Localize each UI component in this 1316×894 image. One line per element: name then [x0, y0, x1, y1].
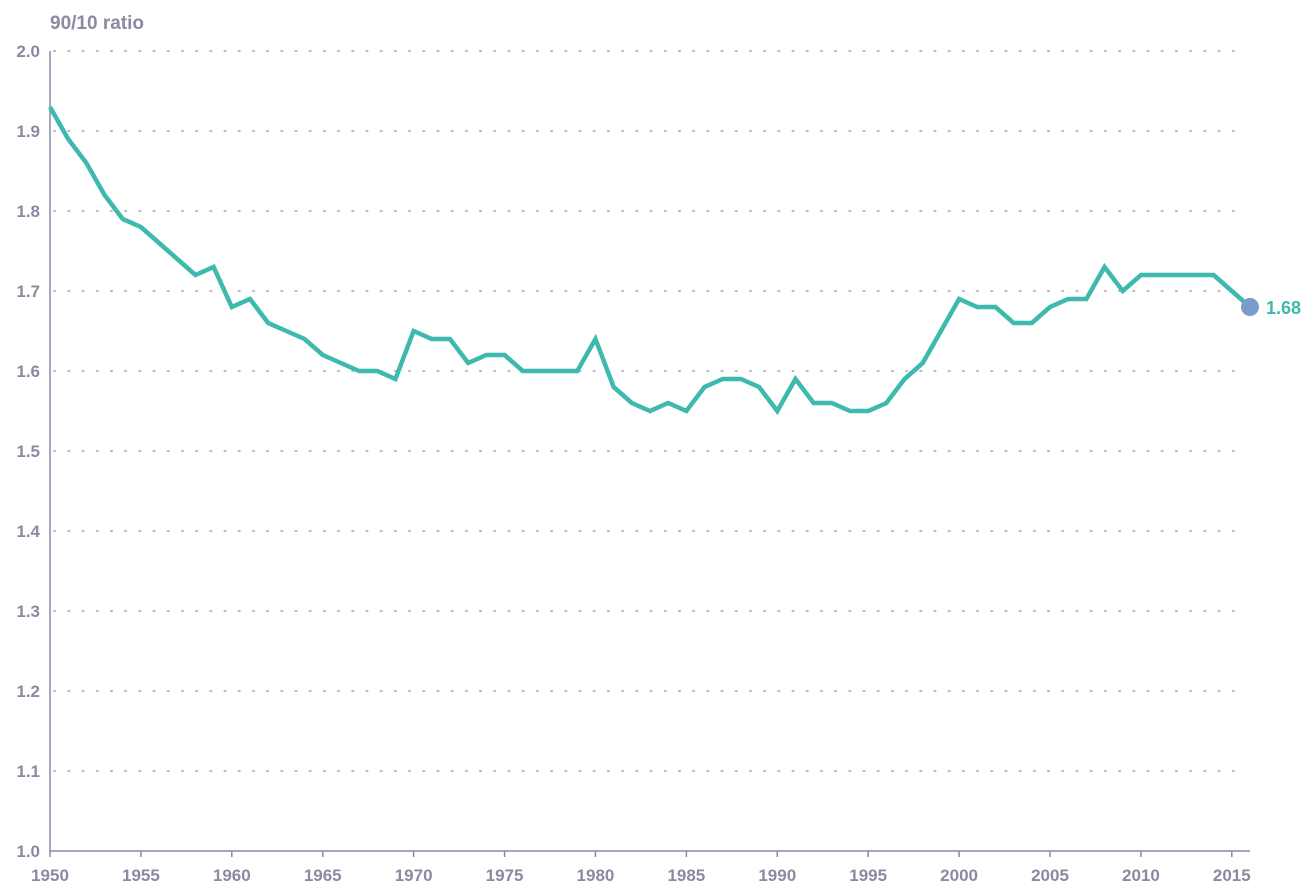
y-tick-label: 1.0: [16, 842, 40, 861]
y-axis-title: 90/10 ratio: [50, 13, 144, 34]
y-tick-label: 1.9: [16, 122, 40, 141]
x-tick-label: 1985: [667, 866, 705, 885]
x-tick-label: 1995: [849, 866, 887, 885]
gridlines: [53, 50, 1244, 772]
x-tick-label: 1950: [31, 866, 69, 885]
y-tick-label: 1.6: [16, 362, 40, 381]
y-tick-label: 1.5: [16, 442, 40, 461]
y-tick-label: 1.3: [16, 602, 40, 621]
x-tick-label: 1960: [213, 866, 251, 885]
x-tick-label: 1975: [486, 866, 524, 885]
series-line: [48, 105, 1252, 416]
x-tick-label: 1980: [577, 866, 615, 885]
x-tick-label: 1965: [304, 866, 342, 885]
x-tick-label: 2005: [1031, 866, 1069, 885]
y-tick-label: 1.1: [16, 762, 40, 781]
x-tick-label: 2015: [1213, 866, 1251, 885]
x-tick-label: 2000: [940, 866, 978, 885]
x-tick-label: 1955: [122, 866, 160, 885]
series-layer: [48, 105, 1252, 416]
y-tick-label: 1.4: [16, 522, 40, 541]
x-tick-label: 2010: [1122, 866, 1160, 885]
y-tick-label: 1.8: [16, 202, 40, 221]
annotation-layer: 1.68: [1241, 298, 1301, 318]
y-tick-label: 1.7: [16, 282, 40, 301]
y-axis: 1.0 1.1 1.2 1.3 1.4 1.5 1.6 1.7 1.8 1.9 2.0: [16, 42, 51, 861]
x-tick-label: 1970: [395, 866, 433, 885]
y-tick-label: 1.2: [16, 682, 40, 701]
x-tick-label: 1990: [758, 866, 796, 885]
end-point-marker: [1241, 298, 1259, 316]
x-axis: 1950 1955 1960 1965 1970 1975 1980 1985 1990 1995…: [31, 850, 1251, 885]
end-point-label: 1.68: [1266, 298, 1301, 318]
y-tick-label: 2.0: [16, 42, 40, 61]
